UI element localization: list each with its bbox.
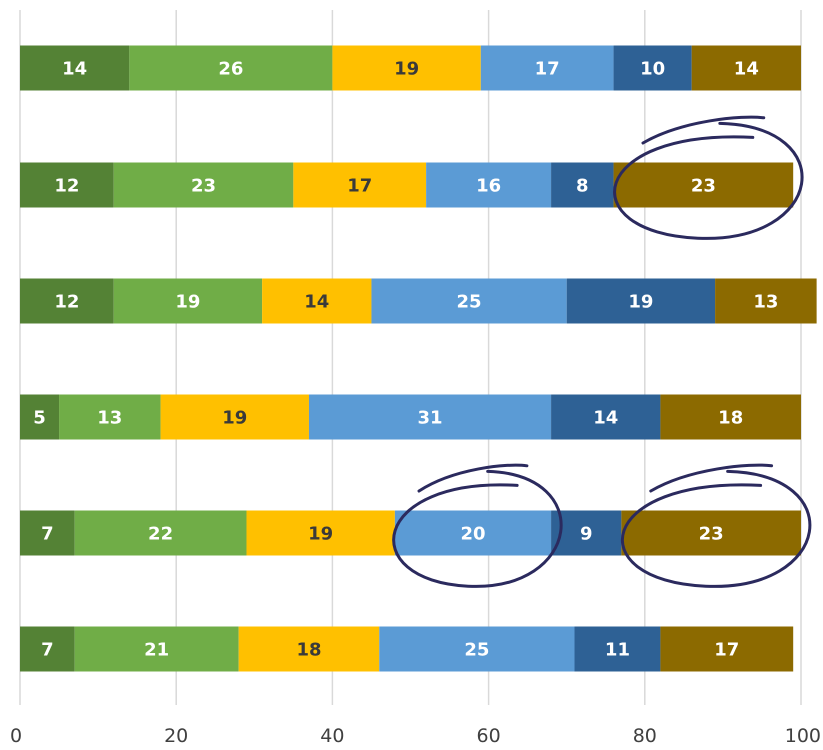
- bar-segment-row4-series3: [160, 394, 309, 440]
- annotation-stroke: [649, 463, 774, 493]
- bar-segment-row2-series1: [20, 162, 114, 208]
- bar-segment-row6-series5: [574, 626, 661, 672]
- x-axis-ticks: 0 20 40 60 80 100: [10, 725, 821, 747]
- annotations: [392, 115, 812, 588]
- annotation-stroke: [417, 463, 529, 493]
- data-label: 14: [734, 59, 759, 80]
- data-label: 13: [753, 292, 778, 313]
- bar-segment-row6-series2: [74, 626, 239, 672]
- bar-segment-row6-series4: [379, 626, 575, 672]
- bar-segment-row5-series1: [20, 510, 75, 556]
- data-label: 8: [576, 176, 589, 197]
- data-labels: 14 26 19 17 10 14 12 23 17 16 8 23 12 19 14 25 19 13 5 13 19…: [33, 59, 778, 661]
- bar-segment-row1-series3: [332, 45, 481, 91]
- bar-segment-row5-series6: [621, 510, 801, 556]
- bar-segment-row4-series1: [20, 394, 60, 440]
- annotation-stroke: [641, 115, 766, 145]
- data-label: 5: [33, 408, 46, 429]
- data-label: 14: [593, 408, 618, 429]
- data-label: 23: [691, 176, 716, 197]
- bar-segment-row6-series6: [660, 626, 794, 672]
- annotation-circle: [620, 469, 812, 588]
- bar-segment-row3-series6: [715, 278, 817, 324]
- x-tick-label: 0: [10, 725, 22, 747]
- data-label: 19: [175, 292, 200, 313]
- bar-segment-row2-series3: [293, 162, 427, 208]
- data-label: 25: [464, 640, 489, 661]
- annotation-circle: [613, 121, 804, 240]
- bar-segment-row5-series4: [394, 510, 552, 556]
- data-label: 20: [460, 524, 485, 545]
- bar-segment-row1-series1: [20, 45, 130, 91]
- x-tick-label: 60: [477, 725, 501, 747]
- data-label: 19: [308, 524, 333, 545]
- data-label: 18: [718, 408, 743, 429]
- bar-segment-row4-series5: [551, 394, 661, 440]
- data-label: 12: [54, 176, 79, 197]
- data-label: 11: [605, 640, 630, 661]
- data-label: 7: [41, 640, 54, 661]
- data-label: 31: [417, 408, 442, 429]
- annotation-circle: [392, 469, 563, 588]
- bar-segment-row4-series4: [308, 394, 552, 440]
- bar-segment-row1-series5: [613, 45, 692, 91]
- data-label: 23: [699, 524, 724, 545]
- bar-segment-row3-series1: [20, 278, 114, 324]
- data-label: 26: [218, 59, 243, 80]
- data-label: 17: [714, 640, 739, 661]
- bar-segment-row4-series2: [59, 394, 161, 440]
- bar-segment-row6-series1: [20, 626, 75, 672]
- bar-segment-row2-series5: [551, 162, 614, 208]
- data-label: 7: [41, 524, 54, 545]
- bar-segment-row3-series2: [113, 278, 263, 324]
- data-label: 23: [191, 176, 216, 197]
- bar-segment-row6-series3: [238, 626, 380, 672]
- bar-segment-row5-series3: [246, 510, 395, 556]
- data-label: 17: [535, 59, 560, 80]
- data-label: 19: [628, 292, 653, 313]
- bar-segment-row2-series2: [113, 162, 294, 208]
- bar-segment-row1-series2: [129, 45, 333, 91]
- data-label: 16: [476, 176, 501, 197]
- x-tick-label: 40: [320, 725, 344, 747]
- x-tick-label: 20: [164, 725, 188, 747]
- bar-segment-row2-series4: [426, 162, 552, 208]
- bar-segment-row3-series4: [371, 278, 567, 324]
- bar-segment-row4-series6: [660, 394, 801, 440]
- bar-segment-row5-series5: [551, 510, 622, 556]
- data-label: 21: [144, 640, 169, 661]
- data-label: 9: [580, 524, 593, 545]
- data-label: 14: [62, 59, 87, 80]
- data-label: 12: [54, 292, 79, 313]
- gridlines: [19, 10, 802, 705]
- bars: [20, 45, 817, 672]
- bar-segment-row1-series4: [480, 45, 614, 91]
- x-tick-label: 100: [785, 725, 821, 747]
- x-tick-label: 80: [633, 725, 657, 747]
- bar-segment-row3-series5: [566, 278, 716, 324]
- bar-segment-row5-series2: [74, 510, 247, 556]
- data-label: 10: [640, 59, 665, 80]
- data-label: 13: [97, 408, 122, 429]
- data-label: 22: [148, 524, 173, 545]
- bar-segment-row3-series3: [262, 278, 372, 324]
- bar-segment-row2-series6: [613, 162, 794, 208]
- data-label: 14: [304, 292, 329, 313]
- data-label: 25: [457, 292, 482, 313]
- data-label: 19: [394, 59, 419, 80]
- bar-segment-row1-series6: [691, 45, 801, 91]
- data-label: 18: [296, 640, 321, 661]
- data-label: 17: [347, 176, 372, 197]
- data-label: 19: [222, 408, 247, 429]
